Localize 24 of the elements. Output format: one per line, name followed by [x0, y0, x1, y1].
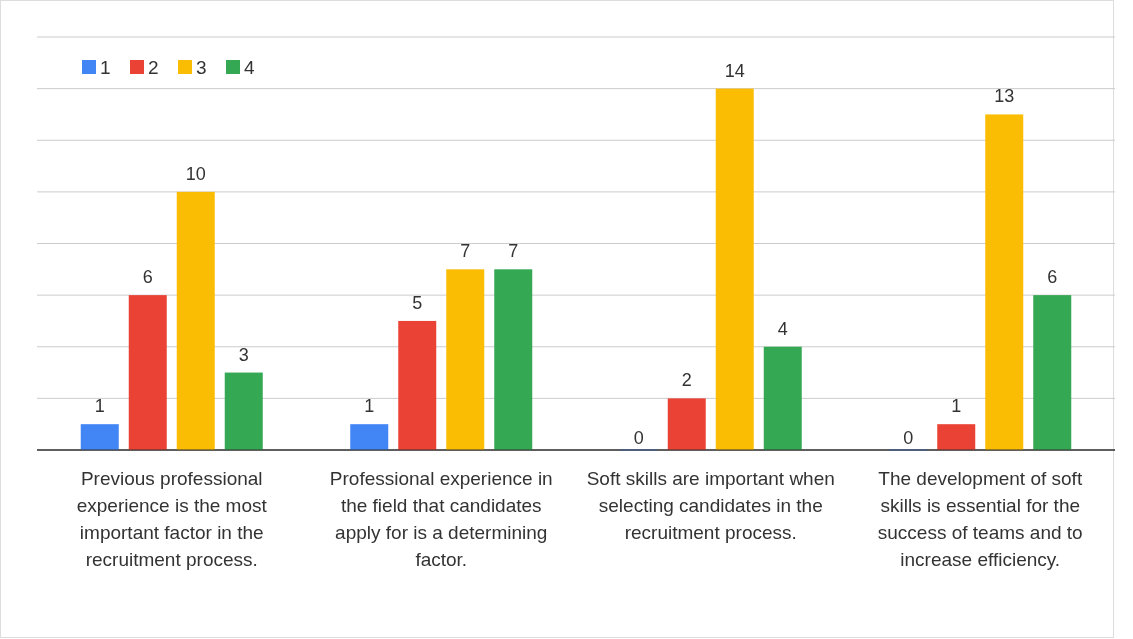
- data-label: 6: [1047, 267, 1058, 288]
- data-label: 0: [903, 428, 914, 448]
- data-label: 1: [951, 396, 962, 417]
- data-label: 6: [142, 267, 153, 288]
- x-tick-label: Soft skills are important when selecting candidates in the recruitment process.: [586, 468, 835, 543]
- data-label: 7: [508, 241, 519, 262]
- x-tick-label: Previous professional experience is the most important factor in the recruitment process.: [76, 468, 268, 570]
- data-label: 13: [994, 86, 1015, 107]
- data-label: 7: [460, 241, 471, 262]
- x-tick-label: Professional experience in the field that candidates apply for is a determining factor.: [329, 468, 553, 570]
- data-label: 3: [238, 344, 249, 365]
- data-label: 2: [681, 370, 692, 391]
- legend-label: 2: [148, 57, 159, 78]
- legend-label: 4: [244, 57, 255, 78]
- data-label: 4: [777, 318, 788, 339]
- data-label: 10: [185, 163, 206, 184]
- x-tick-label: The development of soft skills is essential for the success of teams and to increase efficiency.: [877, 468, 1083, 570]
- data-label: 1: [94, 396, 105, 417]
- data-label: 14: [724, 60, 745, 81]
- legend-label: 1: [100, 57, 111, 78]
- data-label: 5: [412, 292, 423, 313]
- legend-label: 3: [196, 57, 207, 78]
- data-label: 1: [364, 396, 375, 417]
- data-label: 0: [633, 428, 644, 448]
